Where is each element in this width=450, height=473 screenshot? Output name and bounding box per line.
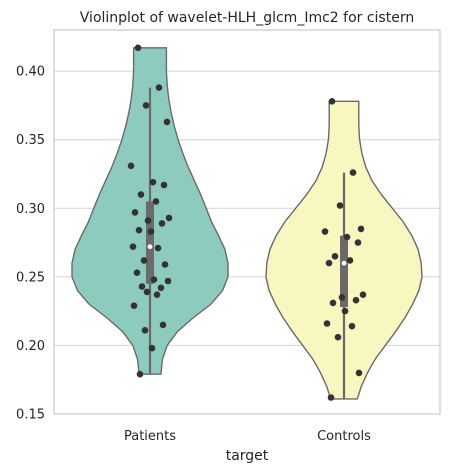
data-point-controls: [331, 252, 339, 260]
data-point-controls: [338, 294, 346, 301]
data-point-controls: [334, 333, 342, 341]
median-marker-patients: [147, 244, 153, 250]
y-tick-label: 0.30: [16, 202, 45, 217]
data-point-patients: [154, 244, 162, 252]
data-point-patients: [138, 283, 146, 290]
data-point-patients: [159, 321, 167, 329]
data-point-patients: [165, 214, 173, 222]
data-point-patients: [160, 181, 168, 189]
data-point-patients: [163, 118, 171, 126]
data-point-controls: [343, 233, 351, 241]
plot-frame: [53, 29, 441, 415]
data-point-patients: [134, 44, 142, 52]
data-point-patients: [164, 277, 172, 285]
data-point-patients: [136, 370, 144, 378]
data-point-controls: [321, 228, 329, 235]
y-tick-label: 0.40: [16, 65, 45, 80]
data-point-patients: [143, 288, 151, 296]
data-point-patients: [137, 191, 145, 198]
data-point-patients: [129, 243, 137, 250]
data-point-controls: [349, 169, 357, 176]
data-point-patients: [150, 276, 158, 283]
y-tick-label: 0.25: [16, 270, 45, 285]
violins: [71, 47, 423, 400]
data-point-patients: [152, 198, 160, 205]
data-point-patients: [148, 344, 156, 352]
x-axis-ticks: Patients Controls: [124, 429, 371, 444]
data-point-patients: [157, 284, 165, 292]
data-point-patients: [149, 178, 157, 186]
data-point-controls: [336, 202, 344, 209]
data-point-controls: [325, 259, 333, 267]
data-point-patients: [131, 209, 139, 216]
y-tick-label: 0.20: [16, 339, 45, 354]
data-point-patients: [161, 261, 169, 268]
y-tick-label: 0.35: [16, 133, 45, 148]
data-point-controls: [327, 394, 335, 401]
strip-points: [127, 44, 367, 401]
data-point-controls: [357, 225, 365, 233]
iqr-box-controls: [340, 235, 348, 308]
data-point-controls: [341, 307, 349, 315]
data-point-controls: [354, 239, 362, 246]
data-point-controls: [359, 291, 367, 299]
data-point-patients: [135, 226, 143, 234]
x-axis-label: target: [226, 448, 269, 464]
data-point-controls: [348, 322, 356, 330]
x-tick-label: Controls: [317, 429, 371, 444]
data-point-patients: [144, 217, 152, 224]
x-tick-label: Patients: [124, 429, 176, 444]
data-point-patients: [130, 302, 138, 310]
data-point-patients: [133, 269, 141, 277]
data-point-patients: [153, 291, 161, 299]
data-point-controls: [329, 299, 337, 307]
data-point-controls: [346, 257, 354, 264]
data-point-patients: [142, 102, 150, 109]
data-point-patients: [147, 228, 155, 235]
data-point-controls: [355, 369, 363, 377]
chart-title: Violinplot of wavelet-HLH_glcm_Imc2 for …: [80, 10, 414, 26]
data-point-patients: [158, 220, 166, 227]
data-point-patients: [140, 257, 148, 264]
data-point-controls: [328, 98, 336, 105]
y-axis-ticks: 0.15 0.20 0.25 0.30 0.35 0.40: [16, 65, 45, 423]
data-point-patients: [127, 162, 135, 170]
data-point-controls: [352, 296, 360, 304]
data-point-patients: [141, 327, 149, 334]
data-point-controls: [323, 320, 331, 327]
iqr-box-patients: [146, 201, 154, 284]
y-tick-label: 0.15: [16, 408, 45, 423]
data-point-patients: [155, 84, 163, 91]
median-marker-controls: [341, 260, 347, 266]
